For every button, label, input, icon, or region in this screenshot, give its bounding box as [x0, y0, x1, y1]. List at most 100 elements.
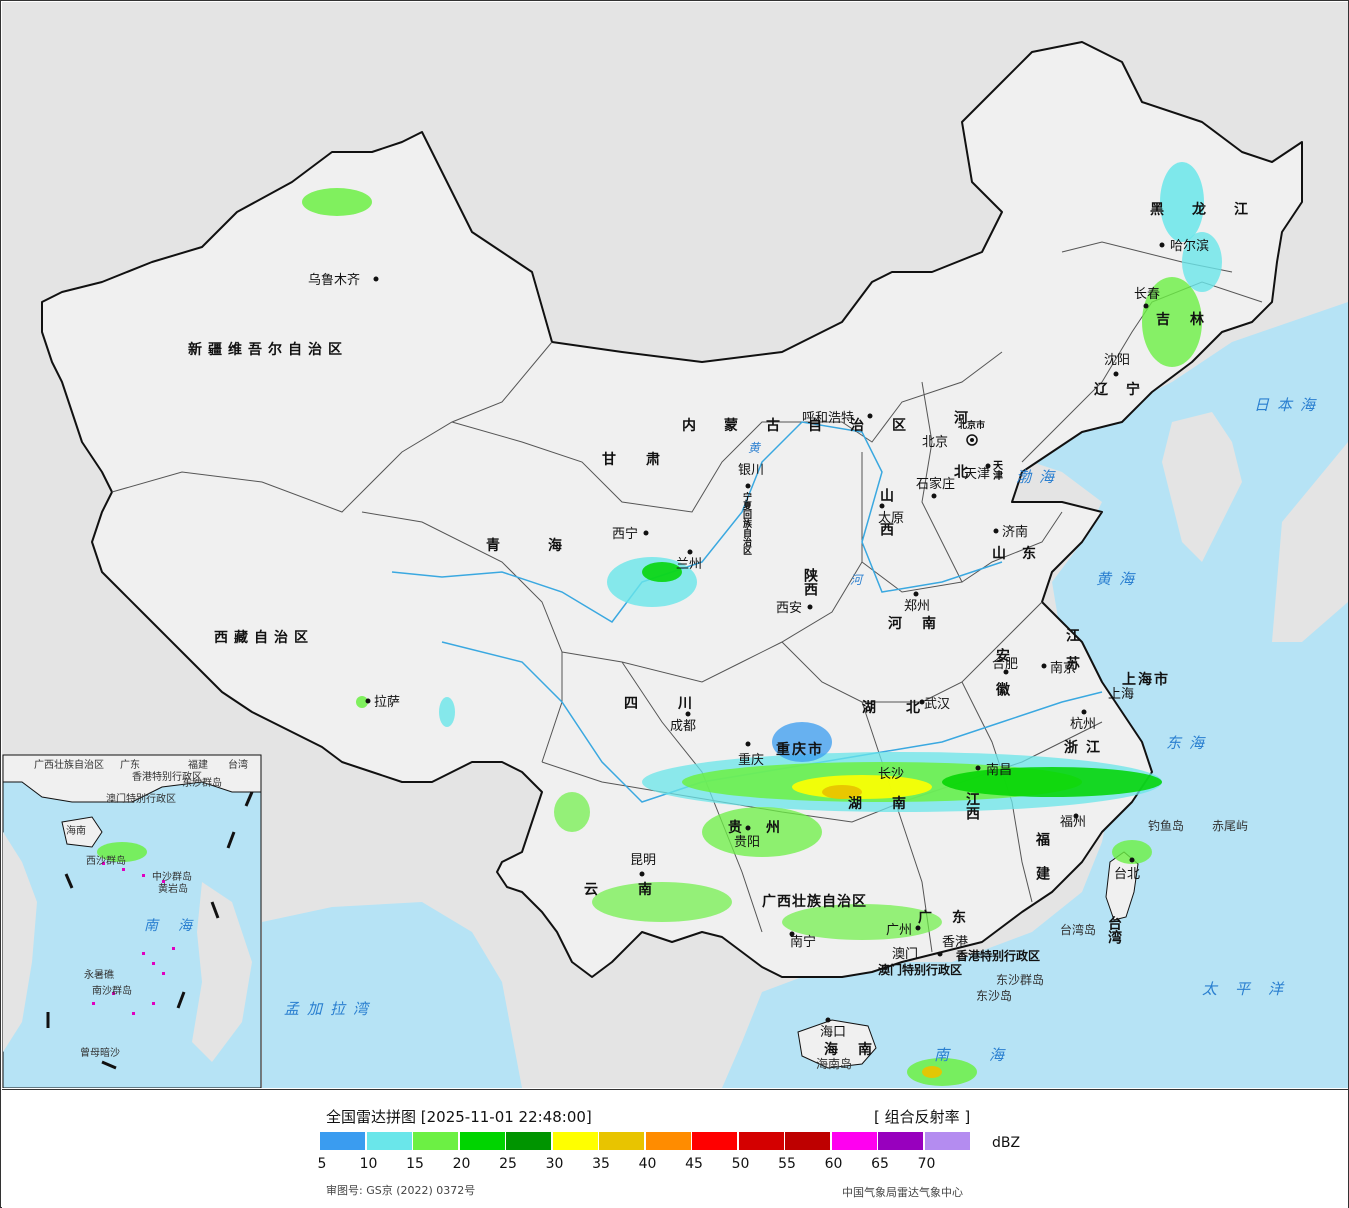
label-hongkong-sar: 香港特别行政区	[955, 948, 1040, 963]
label-beijing-shi: 北京市	[958, 419, 985, 431]
inset-zhongsha: 中沙群岛	[152, 870, 192, 883]
scale-swatch	[552, 1132, 598, 1150]
label-zhejiang: 浙江	[1064, 739, 1108, 756]
province-borders	[111, 241, 1263, 953]
scale-tick-label: 10	[359, 1156, 378, 1172]
city-lanzhou: 兰州	[676, 557, 702, 572]
city-guiyang: 贵阳	[734, 835, 760, 850]
sea-pacific: 太平洋	[1202, 980, 1301, 998]
sea-huanghai: 黄海	[1096, 570, 1142, 588]
label-anhui: 安徽	[994, 647, 1011, 716]
city-taiyuan: 太原	[878, 511, 904, 526]
city-harbin: 哈尔滨	[1170, 238, 1209, 254]
island-labels: 钓鱼岛 赤尾屿 台湾岛 东沙群岛 东沙岛 海南岛	[816, 818, 1248, 1071]
city-hongkong: 香港	[942, 935, 968, 950]
city-changchun: 长春	[1134, 287, 1160, 302]
scale-tick-label: 50	[731, 1156, 750, 1172]
city-hangzhou: 杭州	[1070, 717, 1096, 732]
scale-swatch	[738, 1132, 784, 1150]
city-nanjing: 南京	[1050, 660, 1076, 676]
label-macau-sar: 澳门特别行政区	[878, 962, 962, 977]
legend-panel: 全国雷达拼图 [2025-11-01 22:48:00] [ 组合反射率 ] d…	[2, 1089, 1348, 1208]
scale-tick-label: 65	[871, 1156, 889, 1172]
label-neimenggu: 内蒙古自治区	[682, 417, 934, 434]
city-xining: 西宁	[612, 526, 638, 542]
river-labels: 黄 河	[748, 441, 864, 587]
island-diaoyu: 钓鱼岛	[1148, 818, 1184, 833]
inset-guangxi: 广西壮族自治区	[34, 758, 104, 771]
city-nanning: 南宁	[790, 934, 816, 950]
scale-tick-label: 60	[824, 1156, 843, 1172]
island-taiwan: 台湾岛	[1060, 922, 1096, 937]
sea-donghai: 东海	[1166, 734, 1212, 752]
city-markers	[365, 242, 1165, 1023]
scale-swatch	[506, 1132, 551, 1150]
city-labels: 乌鲁木齐 拉萨 西宁 兰州 成都 重庆 昆明 贵阳 南宁 广州 香港 澳门 海口…	[308, 238, 1209, 1040]
label-shanghai-shi: 上海市	[1122, 671, 1170, 688]
city-zhengzhou: 郑州	[904, 599, 930, 614]
label-hubei: 湖北	[862, 700, 950, 716]
river-label-huang: 黄	[748, 441, 762, 455]
label-ningxia: 宁夏回族自治区	[741, 491, 753, 555]
label-yunnan: 云南	[584, 881, 692, 898]
label-hunan: 湖南	[848, 795, 936, 812]
inset-hainan: 海南	[66, 824, 86, 837]
label-qinghai: 青海	[486, 537, 610, 554]
city-chongqing: 重庆	[738, 752, 764, 768]
city-chengdu: 成都	[670, 719, 696, 734]
scale-tick-label: 30	[545, 1156, 564, 1172]
scale-swatch	[785, 1132, 830, 1150]
sea-bohai: 渤海	[1016, 468, 1062, 486]
scale-tick-label: 55	[778, 1156, 796, 1172]
label-tianjin: 天津	[991, 460, 1003, 481]
scale-tick-label: 35	[592, 1156, 610, 1172]
map-canvas: 新疆维吾尔自治区 西藏自治区 青海 甘肃 四川 云南 陕西 山西 河南 湖北 湖…	[2, 41, 1348, 1088]
inset-taiwan: 台湾	[228, 758, 248, 771]
korea-japan-land	[1162, 412, 1242, 562]
map-approval-number: 审图号: GS京 (2022) 0372号	[326, 1184, 476, 1197]
data-source: 中国气象局雷达气象中心	[842, 1186, 963, 1199]
product-name: [ 组合反射率 ]	[874, 1108, 971, 1126]
label-gansu: 甘肃	[602, 451, 690, 468]
scale-swatch	[692, 1132, 737, 1150]
city-wuhan: 武汉	[924, 697, 950, 712]
scale-swatch	[413, 1132, 458, 1150]
city-guangzhou: 广州	[886, 923, 912, 938]
scale-tick-label: 20	[452, 1156, 471, 1172]
inset-zengmu: 曾母暗沙	[80, 1046, 120, 1059]
label-hainan: 海南	[824, 1041, 892, 1058]
scale-swatch	[831, 1132, 877, 1150]
label-heilongjiang: 黑龙江	[1150, 201, 1276, 218]
city-changsha: 长沙	[878, 767, 904, 782]
mosaic-title: 全国雷达拼图 [2025-11-01 22:48:00]	[326, 1108, 592, 1126]
river-label-he: 河	[850, 573, 864, 587]
scale-tick-label: 45	[685, 1156, 703, 1172]
scale-swatch	[459, 1132, 505, 1150]
island-hainan: 海南岛	[816, 1056, 852, 1071]
sea-bay-of-bengal	[262, 902, 522, 1088]
city-hohhot: 呼和浩特	[802, 411, 854, 426]
inset-hongkong: 香港特别行政区	[132, 770, 202, 783]
label-shaanxi: 陕西	[802, 567, 818, 597]
inset-dongsha: 东沙群岛	[182, 776, 222, 789]
city-lhasa: 拉萨	[374, 695, 400, 710]
label-guangdong: 广东	[918, 909, 986, 926]
label-sichuan: 四川	[624, 696, 732, 712]
scale-tick-label: 15	[406, 1156, 424, 1172]
label-jiangsu: 江苏	[1064, 627, 1080, 684]
city-taipei: 台北	[1114, 867, 1140, 882]
scale-swatch	[320, 1132, 365, 1150]
city-shijiazhuang: 石家庄	[916, 476, 955, 492]
sea-labels: 渤海 黄海 东海 南海 日本海 太平洋 孟加拉湾	[284, 396, 1315, 1064]
inset-yongshu: 永暑礁	[84, 968, 114, 981]
island-dongsha: 东沙岛	[976, 988, 1012, 1003]
sea-nanhai: 南海	[934, 1046, 1044, 1064]
city-nanchang: 南昌	[986, 762, 1012, 778]
color-scale	[320, 1132, 971, 1150]
label-henan: 河南	[888, 615, 956, 632]
sea-bengal: 孟加拉湾	[284, 1000, 376, 1018]
label-guizhou: 贵州	[728, 819, 804, 836]
label-hebei: 河北	[952, 409, 968, 518]
island-chiwei: 赤尾屿	[1212, 819, 1248, 833]
